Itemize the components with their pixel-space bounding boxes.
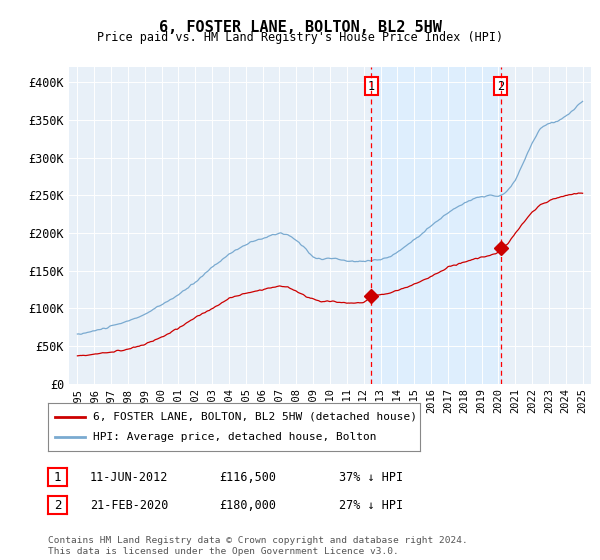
Text: 37% ↓ HPI: 37% ↓ HPI — [339, 470, 403, 484]
Text: 2: 2 — [497, 80, 504, 92]
Text: Contains HM Land Registry data © Crown copyright and database right 2024.
This d: Contains HM Land Registry data © Crown c… — [48, 536, 468, 556]
Text: 11-JUN-2012: 11-JUN-2012 — [90, 470, 169, 484]
Text: Price paid vs. HM Land Registry's House Price Index (HPI): Price paid vs. HM Land Registry's House … — [97, 31, 503, 44]
Text: 2: 2 — [54, 498, 61, 512]
Text: 21-FEB-2020: 21-FEB-2020 — [90, 498, 169, 512]
Text: 1: 1 — [54, 470, 61, 484]
Text: £180,000: £180,000 — [219, 498, 276, 512]
Text: 27% ↓ HPI: 27% ↓ HPI — [339, 498, 403, 512]
Bar — [371, 67, 500, 384]
Text: 1: 1 — [368, 80, 375, 92]
Text: 6, FOSTER LANE, BOLTON, BL2 5HW: 6, FOSTER LANE, BOLTON, BL2 5HW — [158, 20, 442, 35]
Text: 6, FOSTER LANE, BOLTON, BL2 5HW (detached house): 6, FOSTER LANE, BOLTON, BL2 5HW (detache… — [92, 412, 416, 422]
Text: £116,500: £116,500 — [219, 470, 276, 484]
Text: HPI: Average price, detached house, Bolton: HPI: Average price, detached house, Bolt… — [92, 432, 376, 442]
